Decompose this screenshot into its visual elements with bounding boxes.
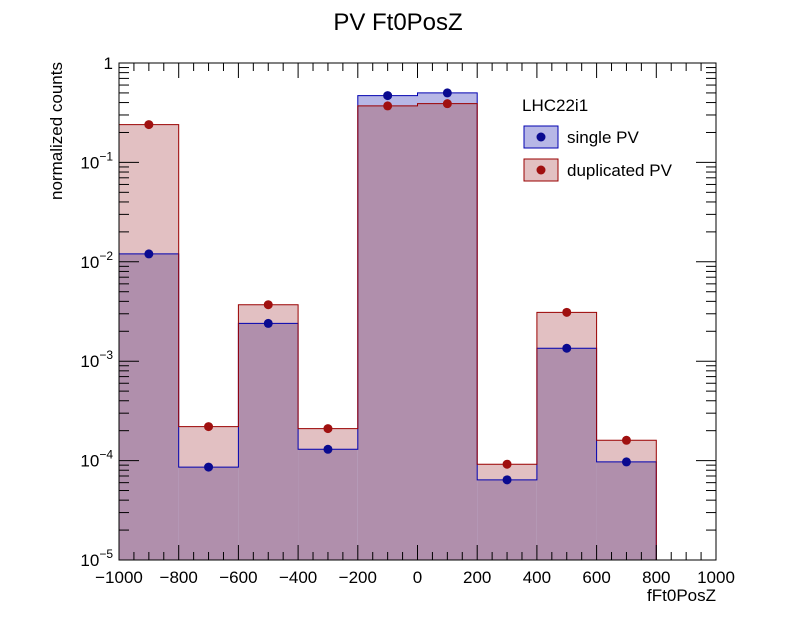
x-tick-label: 200	[463, 568, 491, 587]
legend: LHC22i1 single PV duplicated PV	[522, 96, 673, 182]
point-duplicated-pv	[323, 424, 333, 434]
data-points	[144, 88, 631, 485]
legend-marker	[536, 165, 546, 175]
legend-label: duplicated PV	[567, 161, 673, 180]
axes: −1000 −800 −600 −400 −200 0 200 400 600 800 1000 1 1…	[80, 54, 735, 587]
x-tick-label: 800	[642, 568, 670, 587]
y-tick-label: 10−4	[80, 448, 113, 471]
bar-overlap	[238, 323, 299, 560]
x-tick-label: −200	[339, 568, 377, 587]
point-duplicated-pv	[502, 459, 512, 469]
x-tick-label: −800	[160, 568, 198, 587]
x-tick-label: −400	[279, 568, 317, 587]
point-duplicated-pv	[442, 99, 452, 109]
point-duplicated-pv	[144, 120, 154, 130]
legend-title: LHC22i1	[522, 96, 588, 115]
x-tick-label: 400	[523, 568, 551, 587]
point-single-pv	[621, 457, 631, 467]
chart-title: PV Ft0PosZ	[333, 9, 462, 36]
point-single-pv	[144, 249, 154, 259]
point-single-pv	[383, 91, 393, 101]
x-axis-label: fFt0PosZ	[647, 586, 716, 605]
point-single-pv	[204, 462, 214, 472]
y-tick-label: 10−2	[80, 249, 113, 272]
point-duplicated-pv	[562, 307, 572, 317]
point-single-pv	[562, 343, 572, 353]
x-tick-label: −1000	[95, 568, 143, 587]
bar-overlap	[477, 479, 537, 560]
bar-overlap	[596, 461, 657, 560]
point-duplicated-pv	[621, 435, 631, 445]
y-tick-label: 10−5	[80, 547, 113, 570]
bar-overlap	[536, 348, 597, 560]
y-tick-label: 10−1	[80, 149, 113, 172]
legend-label: single PV	[567, 128, 639, 147]
y-axis-label: normalized counts	[47, 62, 66, 200]
point-duplicated-pv	[204, 422, 214, 432]
x-tick-label: 1000	[697, 568, 735, 587]
bar-overlap	[357, 105, 418, 560]
point-duplicated-pv	[383, 101, 393, 111]
bar-overlap	[298, 449, 358, 560]
point-single-pv	[323, 444, 333, 454]
y-tick-label: 10−3	[80, 348, 113, 371]
legend-marker	[536, 132, 546, 142]
y-tick-label: 1	[104, 54, 113, 73]
point-duplicated-pv	[263, 300, 273, 310]
bar-overlap	[417, 103, 478, 560]
x-tick-label: −600	[219, 568, 257, 587]
bar-overlap	[178, 467, 239, 560]
x-tick-label: 600	[582, 568, 610, 587]
x-tick-label: 0	[413, 568, 422, 587]
point-single-pv	[502, 475, 512, 485]
bar-overlap	[119, 253, 179, 560]
histogram-bars	[118, 92, 657, 561]
point-single-pv	[263, 318, 273, 328]
point-single-pv	[442, 88, 452, 98]
